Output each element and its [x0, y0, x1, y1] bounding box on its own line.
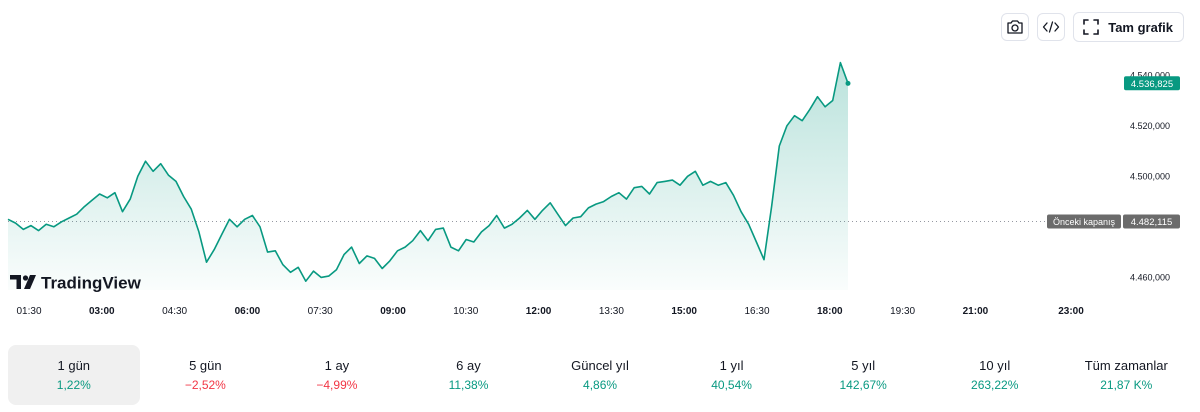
period-tab[interactable]: 10 yıl 263,22%	[929, 345, 1061, 405]
x-tick-label: 18:00	[817, 306, 843, 317]
x-tick-label: 15:00	[671, 306, 697, 317]
period-name: 10 yıl	[979, 358, 1011, 373]
period-tab[interactable]: 5 gün −2,52%	[140, 345, 272, 405]
period-name: 1 yıl	[719, 358, 744, 373]
period-name: Tüm zamanlar	[1084, 358, 1168, 373]
period-tab[interactable]: 1 yıl 40,54%	[666, 345, 798, 405]
period-tab[interactable]: 5 yıl 142,67%	[797, 345, 929, 405]
previous-close-value: 4.482,115	[1131, 217, 1173, 228]
x-tick-label: 03:00	[89, 306, 115, 317]
period-change: −2,52%	[184, 378, 226, 392]
x-tick-label: 09:00	[380, 306, 406, 317]
x-tick-label: 06:00	[235, 306, 261, 317]
price-chart[interactable]: 4.540,000 4.520,000 4.500,000 4.460,000 01:…	[0, 50, 1200, 330]
x-tick-label: 13:30	[599, 306, 624, 317]
x-tick-label: 21:00	[963, 306, 989, 317]
period-name: 6 ay	[456, 358, 481, 373]
y-tick-label: 4.500,000	[1130, 171, 1170, 181]
period-change: 4,86%	[583, 378, 618, 392]
period-tab[interactable]: Tüm zamanlar 21,87 K%	[1061, 345, 1193, 405]
x-tick-label: 16:30	[744, 306, 769, 317]
tv-logo-icon	[10, 275, 36, 289]
x-tick-label: 10:30	[453, 306, 478, 317]
period-change: 1,22%	[56, 378, 91, 392]
period-name: Güncel yıl	[571, 358, 629, 373]
current-price-badge	[1124, 76, 1180, 91]
x-tick-label: 19:30	[890, 306, 915, 317]
period-change: −4,99%	[316, 378, 358, 392]
x-tick-label: 12:00	[526, 306, 552, 317]
period-change: 11,38%	[448, 378, 489, 392]
period-change: 40,54%	[711, 378, 752, 392]
previous-close-badge	[1123, 214, 1180, 229]
code-icon	[1043, 21, 1060, 33]
snapshot-button[interactable]	[1001, 13, 1030, 41]
chart-toolbar: Tam grafik	[1001, 12, 1184, 42]
price-area	[8, 62, 848, 290]
period-tab[interactable]: 1 gün 1,22%	[8, 345, 140, 405]
y-tick-label: 4.520,000	[1130, 121, 1170, 131]
previous-close-name-badge	[1047, 214, 1121, 229]
period-name: 1 gün	[57, 358, 91, 373]
last-price-dot	[845, 80, 851, 86]
period-change: 142,67%	[839, 378, 887, 392]
fullscreen-icon	[1083, 19, 1100, 35]
x-tick-label: 23:00	[1058, 306, 1084, 317]
y-tick-label: 4.460,000	[1130, 272, 1170, 282]
period-change: 263,22%	[971, 378, 1019, 392]
period-change: 21,87 K%	[1100, 378, 1153, 392]
period-selector: 1 gün 1,22% 5 gün −2,52% 1 ay −4,99% 6 ay 11,38…	[8, 345, 1192, 405]
period-tab[interactable]: 1 ay −4,99%	[271, 345, 403, 405]
x-tick-label: 04:30	[162, 306, 187, 317]
x-tick-label: 01:30	[16, 306, 41, 317]
period-tab[interactable]: 6 ay 11,38%	[403, 345, 535, 405]
period-tab[interactable]: Güncel yıl 4,86%	[534, 345, 666, 405]
full-chart-label: Tam grafik	[1108, 19, 1173, 35]
tradingview-logo: TradingView	[10, 274, 142, 293]
embed-button[interactable]	[1037, 13, 1066, 41]
x-tick-label: 07:30	[308, 306, 333, 317]
previous-close-name: Önceki kapanış	[1053, 217, 1116, 227]
current-price-label: 4.536,825	[1131, 79, 1173, 90]
full-chart-button[interactable]: Tam grafik	[1073, 12, 1184, 42]
y-tick-label: 4.540,000	[1130, 70, 1170, 80]
period-name: 5 gün	[189, 358, 222, 373]
camera-icon	[1007, 20, 1023, 34]
price-line	[7, 61, 849, 282]
logo-text: TradingView	[41, 274, 142, 293]
period-name: 5 yıl	[851, 358, 876, 373]
period-name: 1 ay	[324, 358, 350, 373]
